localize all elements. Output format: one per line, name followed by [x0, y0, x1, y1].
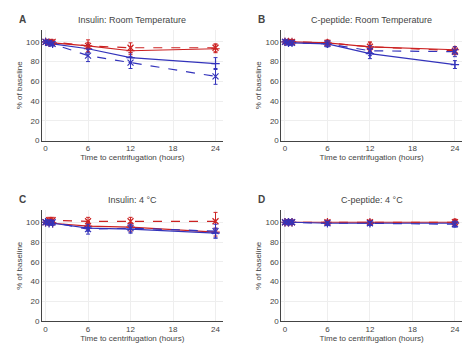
svg-text:40: 40 — [30, 277, 39, 286]
svg-text:Time to centrifugation (hours): Time to centrifugation (hours) — [320, 153, 425, 162]
svg-text:24: 24 — [450, 325, 459, 334]
svg-text:Time to centrifugation (hours): Time to centrifugation (hours) — [320, 334, 425, 343]
svg-text:20: 20 — [30, 297, 39, 306]
svg-text:Insulin: Room Temperature: Insulin: Room Temperature — [78, 15, 186, 25]
svg-text:100: 100 — [26, 38, 40, 47]
svg-text:0: 0 — [283, 144, 288, 153]
svg-text:60: 60 — [270, 77, 279, 86]
svg-text:12: 12 — [365, 325, 374, 334]
svg-text:12: 12 — [126, 144, 135, 153]
svg-text:Time to centrifugation (hours): Time to centrifugation (hours) — [80, 153, 185, 162]
svg-text:0: 0 — [35, 317, 40, 326]
svg-text:% of baseline: % of baseline — [15, 241, 24, 290]
svg-text:% of baseline: % of baseline — [254, 241, 263, 290]
svg-text:20: 20 — [270, 117, 279, 126]
svg-text:100: 100 — [26, 218, 40, 227]
svg-text:Time to centrifugation (hours): Time to centrifugation (hours) — [80, 334, 185, 343]
svg-text:C: C — [19, 194, 26, 205]
svg-text:6: 6 — [325, 325, 330, 334]
svg-text:40: 40 — [270, 277, 279, 286]
svg-text:% of baseline: % of baseline — [254, 61, 263, 110]
svg-text:12: 12 — [365, 144, 374, 153]
svg-text:0: 0 — [43, 144, 48, 153]
svg-text:80: 80 — [30, 238, 39, 247]
svg-text:24: 24 — [211, 144, 220, 153]
svg-text:24: 24 — [211, 325, 220, 334]
svg-text:60: 60 — [30, 258, 39, 267]
svg-text:20: 20 — [30, 117, 39, 126]
svg-text:20: 20 — [270, 297, 279, 306]
svg-text:18: 18 — [169, 325, 178, 334]
svg-text:% of baseline: % of baseline — [15, 61, 24, 110]
svg-text:18: 18 — [408, 325, 417, 334]
svg-text:D: D — [258, 194, 265, 205]
svg-text:40: 40 — [30, 97, 39, 106]
svg-text:6: 6 — [86, 325, 91, 334]
svg-text:12: 12 — [126, 325, 135, 334]
svg-text:18: 18 — [408, 144, 417, 153]
svg-text:0: 0 — [35, 136, 40, 145]
svg-text:0: 0 — [283, 325, 288, 334]
svg-text:100: 100 — [265, 38, 279, 47]
svg-text:40: 40 — [270, 97, 279, 106]
svg-text:C-peptide: 4 °C: C-peptide: 4 °C — [341, 195, 403, 205]
svg-text:100: 100 — [265, 218, 279, 227]
svg-text:B: B — [258, 14, 265, 25]
svg-text:80: 80 — [270, 238, 279, 247]
svg-text:0: 0 — [274, 317, 279, 326]
svg-text:0: 0 — [274, 136, 279, 145]
svg-text:60: 60 — [30, 77, 39, 86]
svg-text:0: 0 — [43, 325, 48, 334]
svg-text:6: 6 — [325, 144, 330, 153]
svg-text:A: A — [19, 14, 26, 25]
svg-text:18: 18 — [169, 144, 178, 153]
svg-text:Insulin: 4 °C: Insulin: 4 °C — [108, 195, 157, 205]
svg-text:80: 80 — [30, 57, 39, 66]
svg-text:C-peptide: Room Temperature: C-peptide: Room Temperature — [311, 15, 432, 25]
svg-text:24: 24 — [450, 144, 459, 153]
svg-text:60: 60 — [270, 258, 279, 267]
svg-text:6: 6 — [86, 144, 91, 153]
svg-text:80: 80 — [270, 57, 279, 66]
